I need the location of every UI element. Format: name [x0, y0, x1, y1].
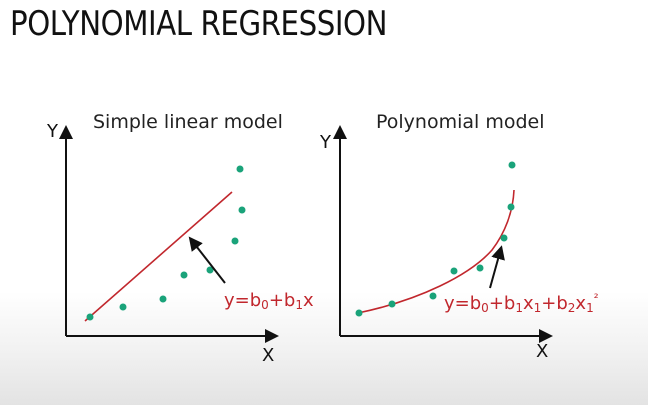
polynomial-point — [508, 161, 516, 169]
linear-panel: Simple linear model Y X y=b0+b1x — [46, 111, 314, 366]
polynomial-point — [388, 300, 396, 308]
linear-point — [180, 271, 188, 279]
polynomial-equation: y=b0+b1x1+b2x1² — [444, 291, 599, 315]
polynomial-point — [429, 292, 437, 300]
linear-point — [231, 237, 239, 245]
linear-point — [238, 206, 246, 214]
polynomial-annotation-arrow — [489, 245, 505, 289]
page-title: POLYNOMIAL REGRESSION — [10, 4, 388, 44]
polynomial-panel: Polynomial model Y X y=b0+b1x1+b2x1² — [319, 111, 599, 362]
linear-x-label: X — [262, 345, 274, 366]
polynomial-panel-title: Polynomial model — [376, 111, 545, 133]
linear-point — [86, 313, 94, 321]
linear-point — [159, 295, 167, 303]
polynomial-x-label: X — [536, 341, 548, 362]
polynomial-point — [355, 309, 363, 317]
linear-equation: y=b0+b1x — [224, 290, 314, 312]
linear-y-label: Y — [46, 121, 59, 142]
linear-panel-title: Simple linear model — [93, 111, 283, 133]
linear-point — [236, 165, 244, 173]
linear-point — [119, 303, 127, 311]
polynomial-y-label: Y — [319, 132, 332, 153]
polynomial-point — [507, 203, 515, 211]
polynomial-point — [450, 267, 458, 275]
linear-annotation-arrow — [188, 236, 226, 284]
linear-fit-line — [84, 191, 233, 322]
polynomial-point — [500, 234, 508, 242]
linear-point — [206, 266, 214, 274]
polynomial-fit-curve — [357, 189, 515, 314]
polynomial-point — [476, 264, 484, 272]
